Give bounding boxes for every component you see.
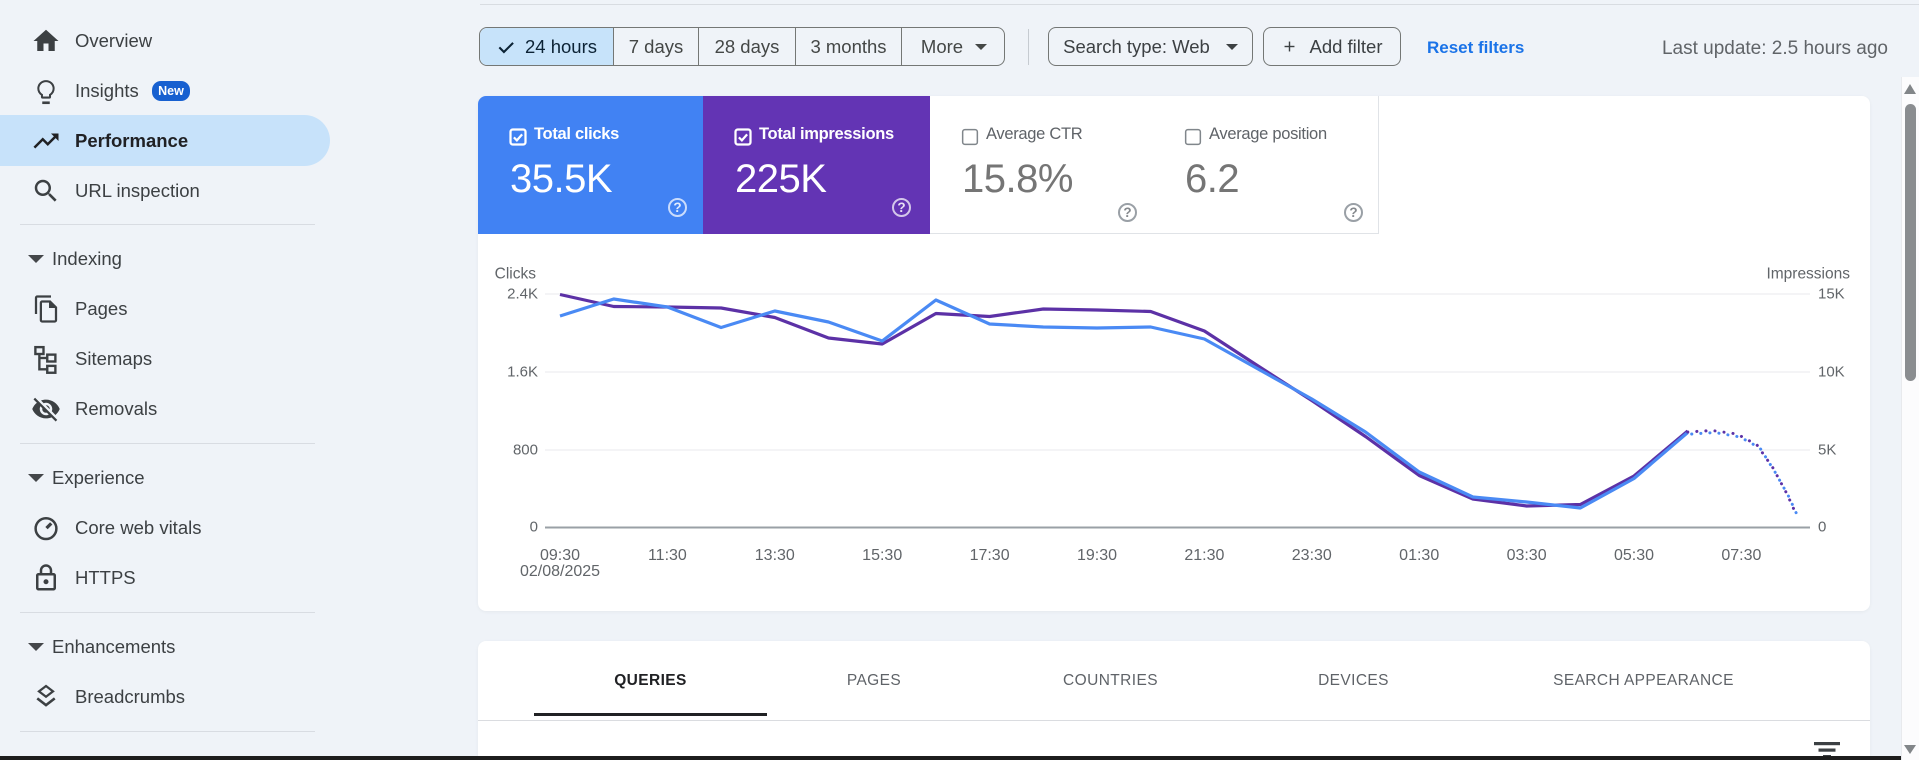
svg-text:1.6K: 1.6K xyxy=(507,364,538,381)
svg-text:19:30: 19:30 xyxy=(1077,547,1117,564)
svg-text:0: 0 xyxy=(1818,519,1826,536)
svg-text:13:30: 13:30 xyxy=(755,547,795,564)
svg-text:15K: 15K xyxy=(1818,286,1845,303)
svg-text:Impressions: Impressions xyxy=(1766,266,1850,283)
svg-text:0: 0 xyxy=(530,519,538,536)
svg-text:09:30: 09:30 xyxy=(540,547,580,564)
svg-text:02/08/2025: 02/08/2025 xyxy=(520,563,600,580)
svg-text:03:30: 03:30 xyxy=(1507,547,1547,564)
svg-text:17:30: 17:30 xyxy=(970,547,1010,564)
svg-text:Clicks: Clicks xyxy=(495,266,537,283)
svg-text:01:30: 01:30 xyxy=(1399,547,1439,564)
svg-text:05:30: 05:30 xyxy=(1614,547,1654,564)
svg-text:21:30: 21:30 xyxy=(1184,547,1224,564)
svg-text:23:30: 23:30 xyxy=(1292,547,1332,564)
svg-text:07:30: 07:30 xyxy=(1721,547,1761,564)
svg-text:11:30: 11:30 xyxy=(648,547,687,564)
svg-text:5K: 5K xyxy=(1818,442,1836,459)
svg-text:15:30: 15:30 xyxy=(862,547,902,564)
svg-text:800: 800 xyxy=(513,442,538,459)
svg-text:2.4K: 2.4K xyxy=(507,286,538,303)
svg-text:10K: 10K xyxy=(1818,364,1845,381)
